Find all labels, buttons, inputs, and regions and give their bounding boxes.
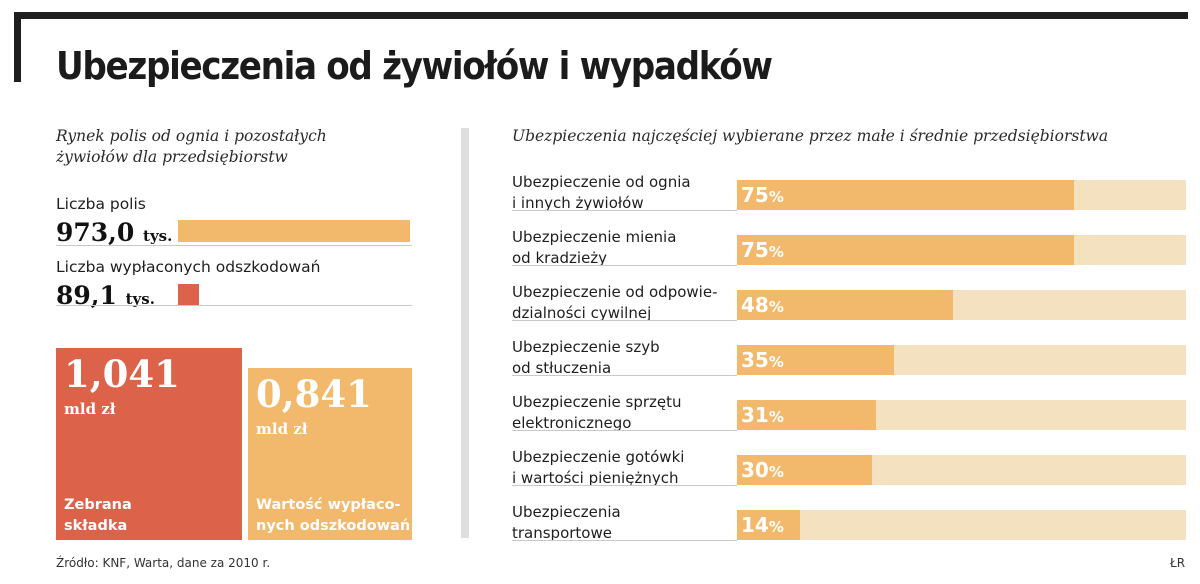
frame-top-rule <box>14 12 1188 19</box>
bar-row-rule <box>512 375 737 376</box>
bar-category-label-line: transportowe <box>512 524 612 542</box>
bar-row-rule <box>512 485 737 486</box>
bar-row-rule <box>512 320 737 321</box>
bar-row-rule <box>512 430 737 431</box>
policies-value: 973,0 tys. <box>56 218 172 247</box>
bar-row-rule <box>512 210 737 211</box>
policies-bar <box>178 220 410 242</box>
premium-label-line1: Zebrana <box>64 497 132 513</box>
bar-category-label: Ubezpieczenie mienia od kradzieży <box>512 227 676 269</box>
policies-unit: tys. <box>143 227 173 245</box>
premium-value: 1,041 <box>64 352 180 396</box>
bar-value-label: 48% <box>741 293 784 317</box>
left-subtitle: Rynek polis od ognia i pozostałych żywio… <box>56 126 327 168</box>
bar-category-label: Ubezpieczenie sprzętu elektronicznego <box>512 392 682 434</box>
bar-category-label-line: i innych żywiołów <box>512 194 644 212</box>
bar-track <box>737 510 1186 540</box>
claims-unit: tys. <box>125 290 155 308</box>
premium-label-line2: składka <box>64 518 128 534</box>
premium-unit: mld zł <box>64 400 116 418</box>
payout-value: 0,841 <box>256 372 372 416</box>
premium-box <box>56 348 242 540</box>
bar-value-label: 14% <box>741 513 784 537</box>
page-title: Ubezpieczenia od żywiołów i wypadków <box>56 44 773 88</box>
bar-value-label: 75% <box>741 238 784 262</box>
policies-number: 973,0 <box>56 218 135 247</box>
bar-value-label: 30% <box>741 458 784 482</box>
bar-category-label: Ubezpieczenie od odpowie-dzialności cywi… <box>512 282 717 324</box>
bar <box>737 400 877 430</box>
bar-category-label-line: dzialności cywilnej <box>512 304 652 322</box>
bar-category-label: Ubezpieczenie gotówki i wartości pieniężn… <box>512 447 684 489</box>
bar-category-label-line: Ubezpieczenie od ognia <box>512 173 691 191</box>
payout-box <box>248 368 412 540</box>
policies-rule <box>56 245 412 246</box>
bar-category-label-line: od stłuczenia <box>512 359 612 377</box>
payout-label: Wartość wypłaco- nych odszkodowań <box>256 495 410 537</box>
bar-row-rule <box>512 540 737 541</box>
bar-value-label: 35% <box>741 348 784 372</box>
bar <box>737 345 895 375</box>
left-subtitle-line1: Rynek polis od ognia i pozostałych <box>56 127 327 145</box>
panel-divider <box>461 128 469 538</box>
bar <box>737 510 800 540</box>
bar-category-label-line: Ubezpieczenie sprzętu <box>512 393 682 411</box>
bar-value-label: 75% <box>741 183 784 207</box>
right-subtitle: Ubezpieczenia najczęściej wybierane prze… <box>512 127 1109 145</box>
source-note: Źródło: KNF, Warta, dane za 2010 r. <box>56 556 271 570</box>
bar <box>737 235 1074 265</box>
bar-category-label-line: i wartości pieniężnych <box>512 469 679 487</box>
claims-bar <box>178 284 200 306</box>
bar-category-label: Ubezpieczenie szyb od stłuczenia <box>512 337 660 379</box>
bar-category-label-line: Ubezpieczenie mienia <box>512 228 677 246</box>
bar-category-label-line: od kradzieży <box>512 249 608 267</box>
bar <box>737 455 872 485</box>
bar-category-label-line: Ubezpieczenie gotówki <box>512 448 685 466</box>
bar <box>737 290 953 320</box>
bar <box>737 180 1074 210</box>
premium-label: Zebrana składka <box>64 495 132 537</box>
payout-label-line1: Wartość wypłaco- <box>256 497 401 513</box>
bar-category-label-line: Ubezpieczenie szyb <box>512 338 660 356</box>
bar-category-label: Ubezpieczenie od ognia i innych żywiołów <box>512 172 691 214</box>
frame-left-rule <box>14 12 21 82</box>
author-credit: ŁR <box>1170 556 1186 570</box>
bar-row-rule <box>512 265 737 266</box>
bar-category-label-line: Ubezpieczenia <box>512 503 621 521</box>
bar-category-label: Ubezpieczenia transportowe <box>512 502 621 544</box>
policies-label: Liczba polis <box>56 195 146 213</box>
left-subtitle-line2: żywiołów dla przedsiębiorstw <box>56 148 288 166</box>
bar-category-label-line: elektronicznego <box>512 414 632 432</box>
claims-label: Liczba wypłaconych odszkodowań <box>56 258 321 276</box>
claims-rule <box>56 305 412 306</box>
bar-category-label-line: Ubezpieczenie od odpowie- <box>512 283 718 301</box>
bar-value-label: 31% <box>741 403 784 427</box>
payout-label-line2: nych odszkodowań <box>256 518 411 534</box>
payout-unit: mld zł <box>256 420 308 438</box>
